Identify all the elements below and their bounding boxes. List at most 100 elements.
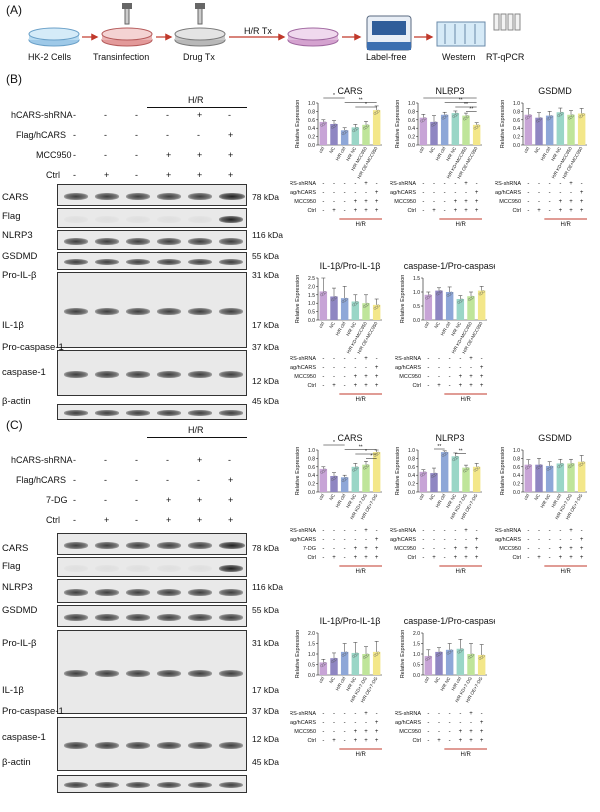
y-tick-label: 0.8 <box>408 109 415 115</box>
legend-sign: + <box>354 738 358 744</box>
data-point <box>453 457 457 461</box>
legend-sign: - <box>376 711 378 717</box>
category-label: ctrl <box>418 493 425 501</box>
y-tick-label: 0.0 <box>413 673 420 679</box>
category-label: ctrl <box>318 321 325 329</box>
data-point <box>355 466 359 470</box>
data-point <box>526 115 530 119</box>
legend-sign: - <box>365 365 367 371</box>
data-point <box>321 292 325 296</box>
legend-sign: - <box>527 181 529 187</box>
protein-band <box>95 541 119 549</box>
data-point <box>343 478 347 482</box>
condition-sign: + <box>228 475 234 485</box>
y-tick-label: 0.8 <box>513 456 520 462</box>
legend-sign: - <box>444 537 446 543</box>
legend-sign: - <box>449 383 451 389</box>
protein-band <box>95 237 119 245</box>
condition-sign: - <box>73 130 76 140</box>
bar <box>477 655 486 675</box>
protein-band <box>219 237 243 245</box>
legend-sign: - <box>344 199 346 205</box>
legend-sign: + <box>354 555 358 561</box>
condition-sign: - <box>104 475 107 485</box>
legend-sign: - <box>344 729 346 735</box>
category-label: ctrl <box>523 146 530 154</box>
condition-sign: - <box>166 110 169 120</box>
y-tick-label: 2.5 <box>308 276 315 282</box>
bar <box>456 299 465 320</box>
protein-band <box>219 192 245 200</box>
legend-sign: + <box>569 528 573 534</box>
y-tick-label: 0.6 <box>308 465 315 471</box>
protein-band <box>157 237 181 245</box>
legend-row-label: Flag/hCARS <box>390 190 416 196</box>
pcr-tubes-icon <box>493 13 521 31</box>
condition-sign: + <box>104 170 110 180</box>
protein-band <box>219 588 243 596</box>
condition-sign: - <box>73 110 76 120</box>
legend-sign: + <box>332 208 336 214</box>
sig-label: ** <box>469 107 473 113</box>
legend-sign: + <box>375 738 379 744</box>
kda-marker: 116 kDa <box>252 582 284 592</box>
data-point <box>469 297 473 301</box>
chart-title: IL-1β/Pro-IL-1β <box>320 616 381 626</box>
legend-sign: + <box>569 181 573 187</box>
data-point <box>444 114 448 118</box>
y-tick-label: 0.6 <box>513 465 520 471</box>
legend-sign: + <box>364 546 368 552</box>
legend-sign: - <box>322 546 324 552</box>
sig-label: * <box>449 93 451 99</box>
legend-sign: + <box>580 208 584 214</box>
data-point <box>321 470 325 473</box>
bar <box>362 464 370 492</box>
legend-sign: + <box>480 738 484 744</box>
legend-sign: - <box>322 199 324 205</box>
y-tick-label: 0.0 <box>308 318 315 324</box>
kda-marker: 12 kDa <box>252 734 279 744</box>
legend-sign: - <box>376 181 378 187</box>
legend-row-label: Flag/hCARS <box>290 190 316 196</box>
protein-band <box>95 588 119 596</box>
data-point <box>428 655 432 659</box>
chart-svg: NLRP3 Relative Expression 0.0 0.2 0.4 0.6 0.8 1… <box>390 86 482 228</box>
legend-sign: - <box>322 383 324 389</box>
condition-sign: - <box>73 475 76 485</box>
y-tick-label: 1.5 <box>413 642 420 648</box>
data-point <box>580 114 584 118</box>
legend-sign: - <box>427 711 429 717</box>
condition-sign: - <box>73 150 76 160</box>
data-point <box>455 112 459 116</box>
condition-sign: - <box>135 495 138 505</box>
data-point <box>569 115 573 119</box>
legend-sign: - <box>538 190 540 196</box>
data-point <box>460 648 464 652</box>
legend-sign: - <box>322 555 324 561</box>
data-point <box>466 467 469 470</box>
bar <box>451 456 460 492</box>
protein-band <box>157 564 181 572</box>
blot-label: IL-1β <box>2 685 24 696</box>
protein-band <box>188 541 212 549</box>
legend-sign: - <box>459 356 461 362</box>
data-point <box>364 304 368 308</box>
y-tick-label: 0.0 <box>513 490 520 496</box>
y-tick-label: 0.2 <box>513 135 520 141</box>
bar-chart-b2: NLRP3 Relative Expression 0.0 0.2 0.4 0.6 0.8 1… <box>390 85 490 255</box>
legend-sign: + <box>580 555 584 561</box>
data-point <box>480 291 484 295</box>
legend-sign: - <box>470 720 472 726</box>
kda-marker: 12 kDa <box>252 376 279 386</box>
bar <box>372 452 381 492</box>
hr-legend-label: H/R <box>460 397 471 403</box>
protein-band <box>219 370 243 378</box>
data-point <box>464 468 468 472</box>
legend-row-label: MCC950 <box>499 546 521 552</box>
y-tick-label: 0.5 <box>413 663 420 669</box>
data-point <box>449 291 453 295</box>
protein-band <box>64 237 88 245</box>
legend-sign: + <box>537 555 541 561</box>
y-tick-label: 0.8 <box>513 109 520 115</box>
legend-row-label: Ctrl <box>307 208 316 214</box>
